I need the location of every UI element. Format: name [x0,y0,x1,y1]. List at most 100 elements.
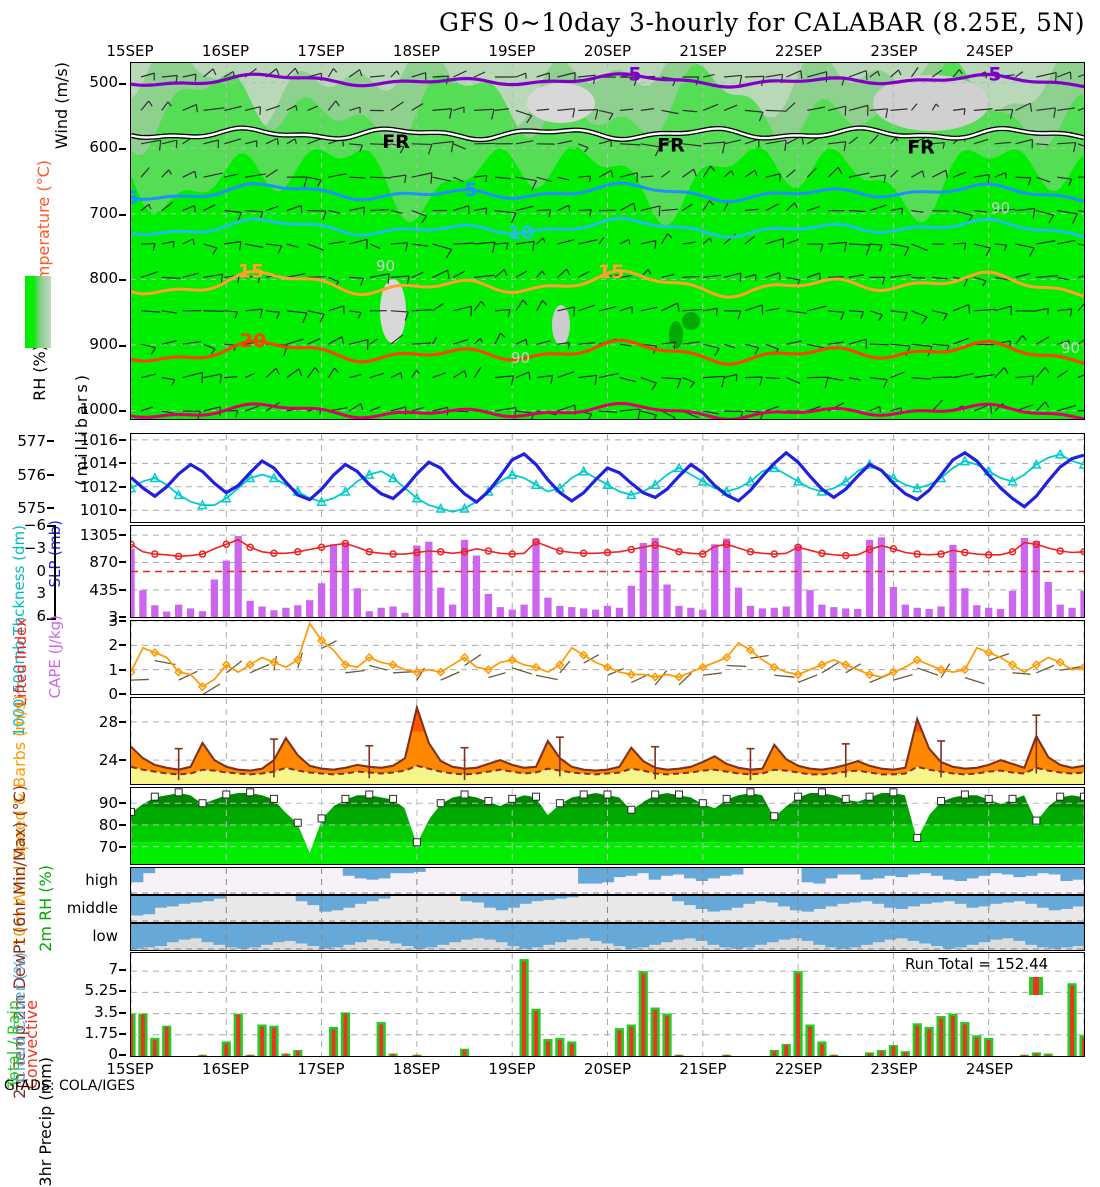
svg-text:90: 90 [511,349,530,367]
rh-2m-panel[interactable] [130,787,1085,865]
axis-tick-mark [119,824,126,826]
axis-tick-label: 24 [94,751,118,769]
label-rh-2m-text: 2m RH (%) [36,865,55,952]
axis-tick-label: 1 [94,661,118,679]
axis-tick-mark [119,148,126,150]
date-label: 22SEP [767,42,831,60]
axis-tick-mark [119,1033,126,1035]
axis-tick-mark [47,440,54,442]
svg-text:10: 10 [508,222,534,244]
svg-text:15: 15 [598,261,624,283]
axis-tick-label: 1012 [60,478,118,496]
date-label: 18SEP [385,42,449,60]
svg-text:90: 90 [376,257,395,275]
lifted-index-axis-bracket [47,525,56,620]
temp-2m-panel[interactable] [130,697,1085,785]
axis-tick-mark [119,439,126,441]
cloud-row-middle[interactable] [130,895,1085,923]
pressure-tick-label: 700 [60,204,118,222]
axis-tick-mark [119,279,126,281]
date-label: 21SEP [671,1060,735,1078]
temp-ticks: 24 28 [94,697,126,785]
cloud-cover-panel[interactable] [130,867,1085,952]
cloud-row-low[interactable] [130,923,1085,951]
axis-tick-mark [119,759,126,761]
axis-tick-label: 2 [94,636,118,654]
axis-tick-label: 1.75 [58,1024,118,1042]
axis-tick-label: 3 [14,584,46,602]
axis-tick-mark [119,509,126,511]
axis-tick-label: 28 [94,713,118,731]
cloud-row-label: high [58,871,118,889]
axis-tick-label: 80 [94,816,118,834]
axis-tick-label: 0 [14,562,46,580]
date-label: 23SEP [862,1060,926,1078]
axis-tick-mark [119,214,126,216]
axis-tick-mark [119,83,126,85]
axis-tick-mark [119,345,126,347]
axis-tick-mark [119,410,126,412]
cape-lifted-index-panel[interactable] [130,525,1085,618]
axis-tick-mark [119,846,126,848]
date-label: 22SEP [767,1060,831,1078]
axis-tick-mark [119,1054,126,1056]
axis-tick-label: 575 [12,499,46,517]
axis-tick-label: 1014 [60,454,118,472]
svg-text:FR: FR [907,136,935,158]
axis-tick-mark [119,589,126,591]
svg-text:90: 90 [1061,339,1080,357]
svg-text:FR: FR [657,134,685,156]
axis-tick-label: 7 [58,960,118,978]
label-precip-convective: Convective [22,1000,102,1001]
axis-tick-label: 435 [58,581,118,599]
axis-tick-mark [119,969,126,971]
axis-tick-mark [119,693,126,695]
svg-text:5: 5 [131,187,139,209]
date-label: 19SEP [480,1060,544,1078]
label-lifted-index: Lifted Index [12,618,30,706]
label-wind-units: Wind (m/s) [52,62,71,149]
label-temp-2m: 2m Temp 2m DewPt (6hr Min/Max) (°C) [10,785,90,786]
cloud-row-high[interactable] [130,867,1085,895]
date-label: 24SEP [958,1060,1022,1078]
axis-tick-mark [119,616,126,618]
date-label: 20SEP [576,1060,640,1078]
pressure-tick-label: 800 [60,269,118,287]
wind-10m-panel[interactable] [130,620,1085,695]
axis-tick-mark [119,462,126,464]
label-rh-2m: 2m RH (%) [36,865,116,866]
label-precip: 3hr Precip (mm) [36,1057,116,1058]
axis-tick-mark [119,644,126,646]
label-cape: CAPE (J/kg) [46,615,64,698]
upper-air-panel[interactable]: -5-5FRFRFR551015152090909090 [130,62,1085,420]
axis-tick-label: −3 [14,539,46,557]
cloud-row-label: low [58,927,118,945]
date-label: 16SEP [194,1060,258,1078]
axis-tick-mark [119,1012,126,1014]
axis-tick-label: 90 [94,794,118,812]
axis-tick-label: 3 [94,612,118,630]
axis-tick-mark [119,990,126,992]
axis-tick-label: 870 [58,553,118,571]
axis-tick-mark [119,534,126,536]
cloud-row-labels: high middle low [58,867,126,952]
cloud-row-label: middle [58,899,118,917]
svg-text:FR: FR [382,131,410,153]
axis-tick-mark [119,620,126,622]
axis-tick-label: 576 [12,466,46,484]
run-total-label: Run Total = 152.44 [905,955,1048,973]
date-label: 17SEP [289,1060,353,1078]
svg-text:15: 15 [238,261,264,283]
date-label: 19SEP [480,42,544,60]
credits-label: GrADS: COLA/IGES [4,1078,135,1094]
axis-tick-mark [119,669,126,671]
slp-thickness-panel[interactable] [130,433,1085,523]
label-wind-10m: 10m Wind Speed & Barbs (m/s) [10,695,90,696]
